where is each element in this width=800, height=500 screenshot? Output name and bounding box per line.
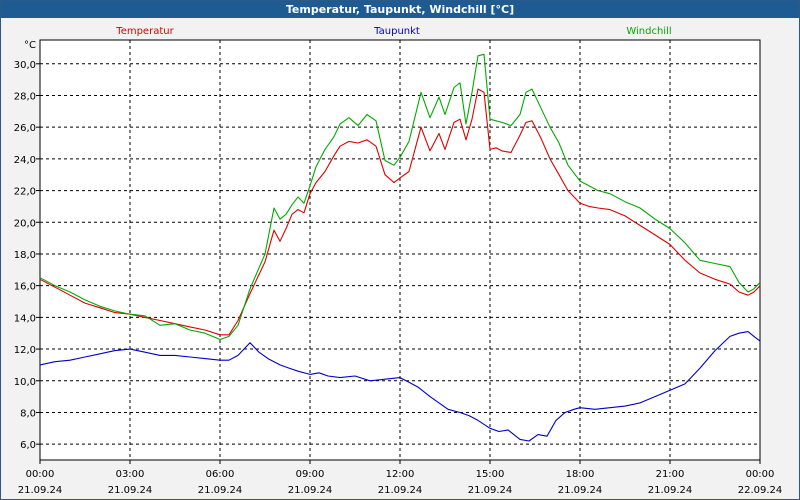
y-tick-label: 10,0 [14, 377, 36, 388]
legend-temperatur: Temperatur [115, 26, 174, 37]
y-tick-label: 30,0 [14, 60, 36, 71]
y-tick-label: 6,0 [20, 440, 36, 451]
x-tick-time: 18:00 [566, 469, 595, 480]
x-tick-date: 21.09.24 [198, 485, 243, 496]
x-tick-time: 09:00 [296, 469, 325, 480]
y-tick-label: 24,0 [14, 155, 36, 166]
legend: Temperatur Taupunkt Windchill [115, 26, 671, 37]
x-tick-time: 21:00 [656, 469, 685, 480]
legend-windchill: Windchill [626, 26, 671, 37]
x-tick-date: 21.09.24 [108, 485, 153, 496]
y-tick-label: 18,0 [14, 250, 36, 261]
x-tick-date: 21.09.24 [648, 485, 693, 496]
y-axis-unit: °C [24, 40, 36, 51]
y-tick-label: 16,0 [14, 282, 36, 293]
y-tick-label: 8,0 [20, 408, 36, 419]
legend-taupunkt: Taupunkt [373, 26, 420, 37]
x-tick-date: 21.09.24 [558, 485, 603, 496]
x-tick-date: 21.09.24 [18, 485, 63, 496]
series-lines [39, 53, 761, 442]
x-tick-time: 12:00 [386, 469, 415, 480]
y-tick-label: 12,0 [14, 345, 36, 356]
y-tick-label: 26,0 [14, 123, 36, 134]
chart-title: Temperatur, Taupunkt, Windchill [°C] [1, 1, 799, 18]
x-axis-ticks: 00:00 21.09.24 03:00 21.09.24 06:00 21.09.24 0… [18, 460, 783, 496]
x-tick-date: 21.09.24 [288, 485, 333, 496]
x-tick-date: 22.09.24 [738, 485, 783, 496]
y-axis-ticks: 6,0 8,0 10,0 12,0 14,0 16,0 18,0 20,0 22,0 24,0 26… [14, 60, 40, 451]
y-tick-label: 20,0 [14, 218, 36, 229]
y-tick-label: 28,0 [14, 91, 36, 102]
x-tick-time: 06:00 [206, 469, 235, 480]
x-tick-time: 00:00 [26, 469, 55, 480]
x-tick-time: 03:00 [116, 469, 145, 480]
grid-lines [40, 40, 760, 460]
x-tick-time: 15:00 [476, 469, 505, 480]
y-tick-label: 14,0 [14, 313, 36, 324]
x-tick-date: 21.09.24 [468, 485, 513, 496]
series-line-temperatur [39, 88, 761, 336]
x-tick-date: 21.09.24 [378, 485, 423, 496]
series-line-taupunkt [39, 331, 761, 442]
series-line-windchill [39, 53, 761, 341]
x-tick-time: 00:00 [746, 469, 775, 480]
y-tick-label: 22,0 [14, 187, 36, 198]
